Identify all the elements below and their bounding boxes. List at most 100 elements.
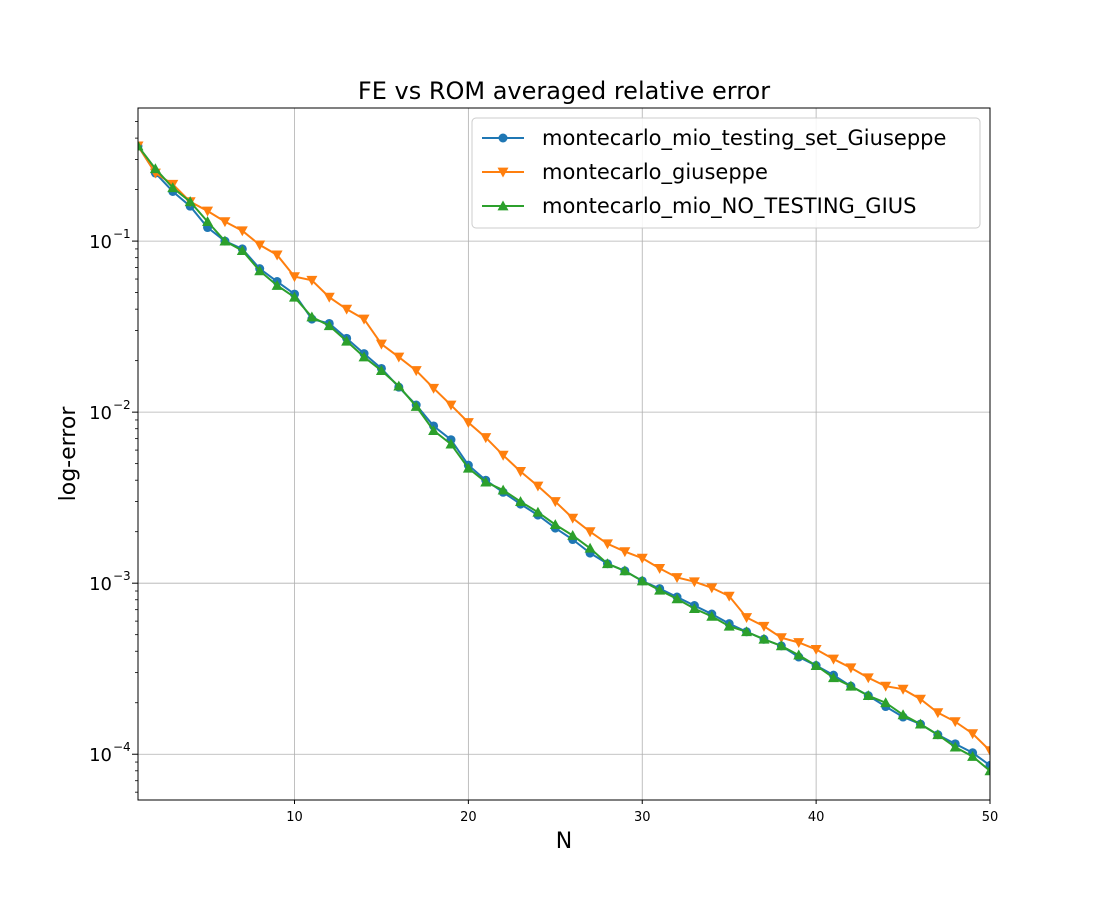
y-tick-label: 10 (89, 745, 112, 766)
legend-box (471, 117, 981, 229)
data-point (949, 741, 961, 752)
data-point (445, 438, 457, 449)
data-point (793, 638, 805, 649)
y-tick-exponent: −3 (113, 569, 131, 583)
data-point (984, 765, 990, 776)
legend-item: montecarlo_mio_NO_TESTING_GIUS (482, 194, 916, 219)
y-tick-exponent: −1 (113, 227, 131, 241)
y-tick-label: 10 (89, 232, 112, 253)
data-point (236, 245, 248, 255)
x-tick-label: 10 (286, 810, 303, 825)
data-point (654, 584, 666, 595)
data-point (375, 339, 387, 350)
series-3 (138, 140, 990, 776)
data-point (358, 351, 370, 362)
data-point (619, 547, 631, 558)
data-point (636, 575, 648, 586)
data-point (741, 626, 753, 637)
y-tick-label: 10 (89, 403, 112, 424)
data-point (497, 484, 509, 495)
data-point (914, 694, 926, 705)
legend-label: montecarlo_mio_NO_TESTING_GIUS (542, 194, 916, 219)
data-point (949, 717, 961, 728)
data-point (601, 539, 613, 550)
data-point (688, 577, 700, 588)
data-point (932, 729, 944, 740)
data-point (967, 729, 979, 740)
data-point (323, 292, 335, 303)
data-point (410, 366, 422, 377)
legend-label: montecarlo_mio_testing_set_Giuseppe (542, 126, 946, 151)
data-point (862, 690, 874, 701)
data-point (775, 640, 787, 651)
y-tick-label: 10 (89, 574, 112, 595)
data-point (323, 320, 335, 331)
data-point (845, 663, 857, 674)
data-point (967, 750, 979, 761)
data-point (932, 708, 944, 719)
y-tick-exponent: −4 (113, 740, 131, 754)
data-point (254, 265, 266, 276)
data-point (584, 542, 596, 553)
legend-item: montecarlo_giuseppe (482, 160, 768, 185)
data-point (845, 680, 857, 691)
data-point (167, 182, 179, 193)
data-point (202, 216, 214, 227)
x-tick-label: 50 (982, 810, 999, 825)
data-point (358, 314, 370, 325)
data-point (897, 684, 909, 695)
plot-frame (137, 107, 991, 801)
data-point (306, 275, 318, 286)
data-point (288, 291, 300, 302)
data-point (619, 565, 631, 576)
data-point (497, 450, 509, 461)
data-point (758, 633, 770, 644)
data-point (775, 633, 787, 644)
data-point (497, 200, 509, 211)
data-point (706, 583, 718, 594)
data-point (410, 400, 422, 411)
data-point (149, 163, 161, 174)
data-point (138, 140, 144, 151)
data-point (914, 718, 926, 729)
data-point (793, 649, 805, 660)
data-point (880, 681, 892, 692)
data-point (219, 217, 231, 228)
data-point (498, 133, 508, 143)
x-tick-label: 40 (808, 810, 825, 825)
chart-title: FE vs ROM averaged relative error (358, 77, 770, 105)
data-point (271, 250, 283, 261)
series-group (138, 140, 990, 776)
data-point (497, 167, 509, 178)
data-point (219, 235, 231, 246)
data-point (462, 418, 474, 428)
x-tick-label: 20 (460, 810, 477, 825)
data-point (880, 697, 892, 708)
legend-item: montecarlo_mio_testing_set_Giuseppe (482, 126, 946, 151)
data-point (306, 311, 318, 322)
data-point (897, 709, 909, 720)
data-point (810, 660, 822, 670)
data-point (236, 226, 248, 237)
data-point (671, 593, 683, 604)
data-point (567, 530, 579, 540)
data-point (741, 613, 753, 624)
data-point (636, 553, 648, 564)
data-point (480, 476, 492, 487)
data-point (828, 672, 840, 683)
data-point (549, 519, 561, 530)
data-point (428, 425, 440, 435)
data-point (567, 513, 579, 524)
data-point (862, 673, 874, 684)
data-point (393, 380, 405, 391)
data-point (254, 240, 266, 251)
data-point (654, 564, 666, 574)
data-point (532, 481, 544, 492)
y-tick-exponent: −2 (113, 398, 131, 412)
data-point (515, 467, 527, 477)
data-point (445, 400, 457, 411)
y-axis-label: log-error (56, 406, 81, 502)
data-point (202, 206, 214, 217)
